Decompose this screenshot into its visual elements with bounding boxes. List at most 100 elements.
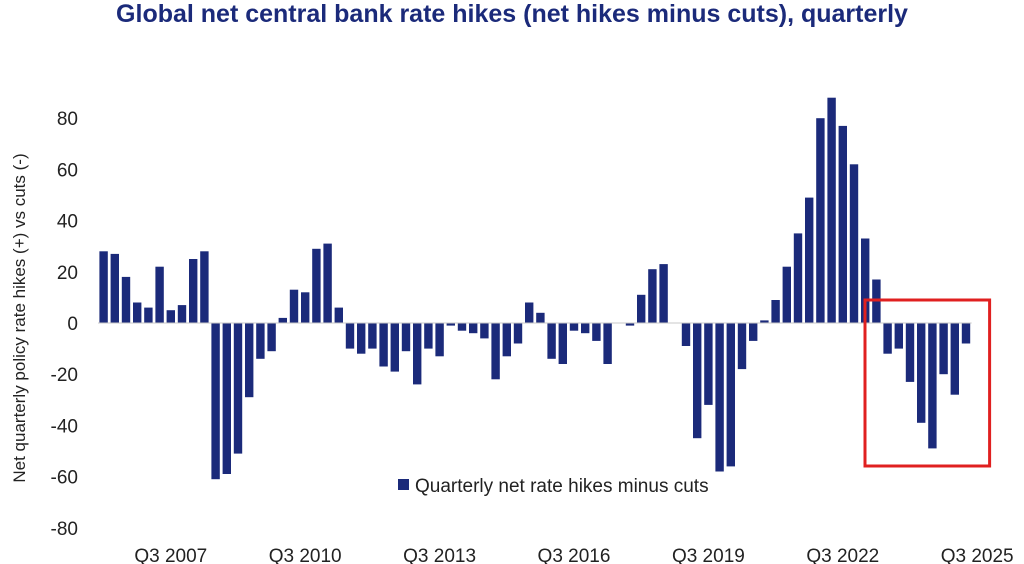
bar bbox=[558, 323, 567, 364]
bar bbox=[222, 323, 231, 474]
bar bbox=[491, 323, 500, 380]
bar bbox=[155, 266, 164, 323]
bar bbox=[760, 320, 769, 323]
bar bbox=[502, 323, 511, 357]
bar bbox=[861, 238, 870, 323]
bar bbox=[749, 323, 758, 341]
x-tick-label: Q3 2013 bbox=[403, 546, 476, 564]
bar bbox=[245, 323, 254, 398]
y-tick-label: 0 bbox=[67, 314, 78, 335]
bar bbox=[301, 292, 310, 323]
bar bbox=[726, 323, 735, 467]
bar bbox=[849, 164, 859, 323]
bar bbox=[693, 323, 702, 439]
bar bbox=[233, 323, 243, 454]
bar bbox=[883, 323, 892, 354]
y-tick-label: 80 bbox=[57, 109, 78, 130]
bar bbox=[961, 323, 971, 344]
bar bbox=[200, 251, 209, 323]
bar bbox=[99, 251, 108, 323]
y-tick-label: 20 bbox=[57, 263, 78, 284]
bar bbox=[357, 323, 366, 354]
bar bbox=[110, 253, 119, 323]
bar-series bbox=[99, 97, 971, 480]
bar bbox=[144, 307, 153, 323]
bar bbox=[939, 323, 948, 375]
y-tick-label: -20 bbox=[51, 365, 78, 386]
bar bbox=[334, 307, 343, 323]
bar bbox=[782, 266, 791, 323]
bar bbox=[390, 323, 399, 372]
bar bbox=[838, 125, 847, 324]
bar bbox=[592, 323, 601, 341]
bar bbox=[401, 323, 411, 352]
bar bbox=[950, 323, 959, 395]
bar bbox=[625, 323, 635, 326]
bar bbox=[312, 248, 321, 323]
bar bbox=[637, 294, 646, 323]
bar bbox=[681, 323, 691, 346]
x-axis-ticks: Q3 2007 Q3 2010 Q3 2013 Q3 2016 Q3 2019 Q3 20… bbox=[134, 546, 1013, 564]
bar bbox=[189, 259, 198, 323]
y-axis-ticks: 80 60 40 20 0 -20 -40 -60 -80 bbox=[51, 109, 78, 540]
x-tick-label: Q3 2025 bbox=[941, 546, 1014, 564]
x-tick-label: Q3 2022 bbox=[806, 546, 879, 564]
x-tick-label: Q3 2019 bbox=[672, 546, 745, 564]
bar bbox=[133, 302, 142, 323]
bar bbox=[905, 323, 915, 382]
y-tick-label: -40 bbox=[51, 416, 78, 437]
x-tick-label: Q3 2010 bbox=[269, 546, 342, 564]
x-tick-label: Q3 2016 bbox=[538, 546, 611, 564]
bar bbox=[569, 323, 579, 331]
bar bbox=[278, 317, 287, 323]
bar bbox=[435, 323, 444, 357]
y-tick-label: -80 bbox=[51, 519, 78, 540]
bar bbox=[603, 323, 612, 364]
bar bbox=[480, 323, 489, 339]
bar bbox=[525, 302, 534, 323]
bar bbox=[715, 323, 724, 472]
bar bbox=[547, 323, 556, 359]
bar bbox=[816, 118, 825, 323]
bar bbox=[166, 310, 175, 323]
legend: Quarterly net rate hikes minus cuts bbox=[398, 476, 709, 497]
bar bbox=[704, 323, 713, 405]
bar bbox=[827, 97, 836, 323]
bar bbox=[805, 197, 814, 323]
bar bbox=[345, 323, 355, 349]
bar bbox=[581, 323, 590, 334]
bar bbox=[894, 323, 903, 349]
bar bbox=[368, 323, 377, 349]
x-tick-label: Q3 2007 bbox=[134, 546, 207, 564]
bar bbox=[379, 323, 388, 367]
legend-swatch bbox=[398, 479, 409, 490]
highlight-box bbox=[863, 298, 992, 468]
bar bbox=[659, 264, 668, 323]
legend-label: Quarterly net rate hikes minus cuts bbox=[415, 476, 709, 497]
bar bbox=[267, 323, 276, 352]
bar bbox=[211, 323, 220, 480]
bar bbox=[413, 323, 422, 385]
bar bbox=[323, 243, 332, 323]
bar bbox=[469, 323, 478, 334]
y-tick-label: 40 bbox=[57, 212, 78, 233]
bar bbox=[536, 312, 545, 323]
bar bbox=[177, 305, 187, 323]
bar bbox=[648, 269, 657, 323]
bar bbox=[424, 323, 433, 349]
bar bbox=[928, 323, 937, 449]
bar bbox=[737, 323, 747, 370]
bar bbox=[256, 323, 265, 359]
chart-title: Global net central bank rate hikes (net … bbox=[116, 0, 908, 28]
bar bbox=[513, 323, 523, 344]
bar bbox=[457, 323, 467, 331]
y-tick-label: 60 bbox=[57, 160, 78, 181]
bar bbox=[446, 323, 455, 326]
bar bbox=[793, 233, 803, 323]
bar bbox=[289, 289, 299, 323]
bar bbox=[917, 323, 926, 423]
bar bbox=[771, 300, 780, 323]
bar bbox=[121, 276, 131, 323]
y-tick-label: -60 bbox=[51, 468, 78, 489]
